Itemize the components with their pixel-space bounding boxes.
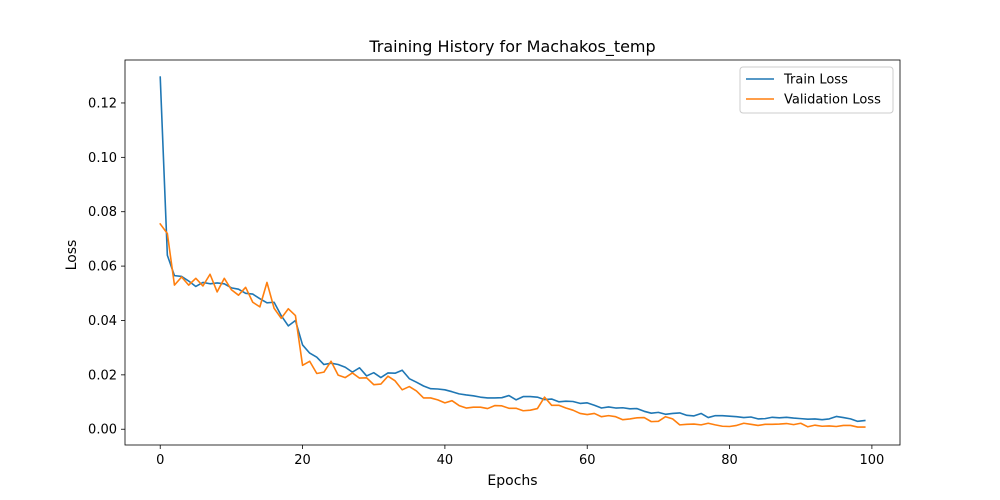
chart-title: Training History for Machakos_temp <box>368 37 655 57</box>
x-tick-label: 60 <box>579 453 596 468</box>
series-line-validation-loss <box>159 222 866 428</box>
legend-label: Validation Loss <box>784 93 881 108</box>
x-axis-label: Epochs <box>487 473 537 489</box>
legend-label: Train Loss <box>783 73 848 88</box>
axes-frame <box>124 59 901 446</box>
y-tick-label: 0.06 <box>88 260 117 275</box>
y-tick-label: 0.12 <box>88 96 117 111</box>
y-tick-label: 0.04 <box>88 314 117 329</box>
y-tick-label: 0.10 <box>88 151 117 166</box>
x-tick-label: 100 <box>859 453 884 468</box>
x-tick-label: 20 <box>294 453 311 468</box>
y-tick-label: 0.00 <box>88 423 117 438</box>
series-line-train-loss <box>159 76 866 423</box>
y-tick-label: 0.08 <box>88 205 117 220</box>
x-tick-label: 0 <box>156 453 164 468</box>
plot-area: 0 20 40 60 80 100 0.00 0.02 0.04 0.06 0.08 0.10 0.12… <box>88 59 901 468</box>
legend-box <box>739 66 894 114</box>
y-tick-label: 0.02 <box>88 368 117 383</box>
y-axis-label: Loss <box>64 240 80 271</box>
x-tick-label: 40 <box>437 453 454 468</box>
x-tick-label: 80 <box>721 453 738 468</box>
